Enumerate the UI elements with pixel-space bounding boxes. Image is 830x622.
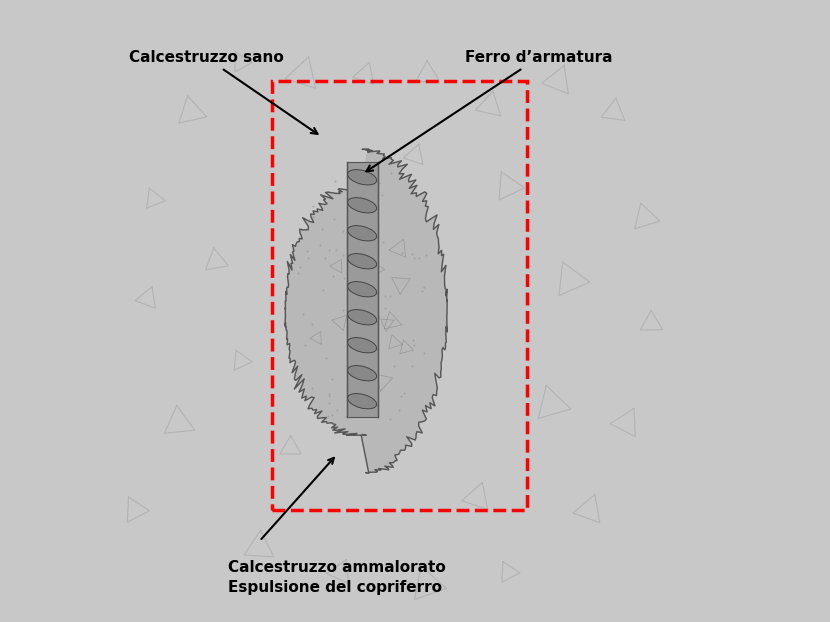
- FancyBboxPatch shape: [347, 162, 378, 417]
- Ellipse shape: [348, 366, 377, 381]
- Ellipse shape: [348, 338, 377, 353]
- Ellipse shape: [348, 226, 377, 241]
- Ellipse shape: [348, 282, 377, 297]
- Ellipse shape: [348, 254, 377, 269]
- Ellipse shape: [348, 310, 377, 325]
- Text: Calcestruzzo ammalorato
Espulsione del copriferro: Calcestruzzo ammalorato Espulsione del c…: [228, 560, 447, 595]
- Ellipse shape: [348, 394, 377, 409]
- Polygon shape: [285, 149, 447, 473]
- Ellipse shape: [348, 198, 377, 213]
- Ellipse shape: [348, 170, 377, 185]
- Text: Ferro d’armatura: Ferro d’armatura: [366, 50, 613, 171]
- Text: Calcestruzzo sano: Calcestruzzo sano: [129, 50, 318, 134]
- Bar: [272, 81, 527, 510]
